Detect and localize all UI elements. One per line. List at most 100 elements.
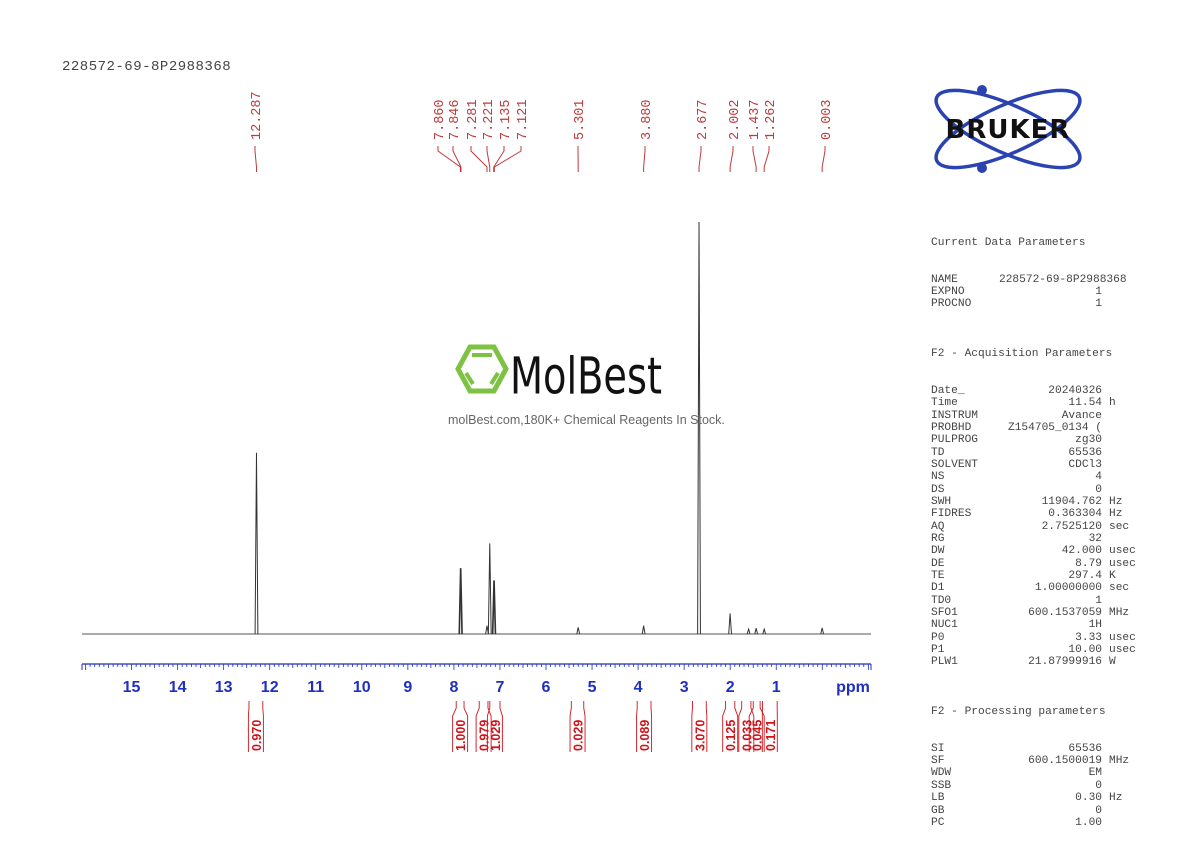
param-key: NS [931,471,945,484]
param-unit: Hz [1109,495,1123,508]
param-value: 11904.762 [1041,495,1102,508]
param-row: FIDRES 0.363304 Hz [931,508,1136,520]
svg-text:1.000: 1.000 [454,720,468,751]
param-unit: K [1109,569,1116,582]
svg-text:5: 5 [588,679,597,696]
param-key: SF [931,755,945,768]
param-value: 228572-69-8P2988368 [999,273,1127,286]
param-row: SF 600.1500019 MHz [931,755,1136,767]
svg-text:3.070: 3.070 [693,720,707,751]
param-key: P1 [931,644,945,657]
param-unit [1102,385,1109,397]
param-row: Date_ 20240326 [931,385,1136,397]
svg-text:10: 10 [353,679,371,696]
params-proc-rows: SI 65536 SF 600.1500019 MHz WDW EM SSB 0 LB 0.30 Hz… [931,743,1136,829]
param-unit: usec [1109,545,1136,558]
param-value: 0.363304 [1048,508,1102,521]
param-value: 1H [1088,619,1102,632]
param-key: Time [931,397,958,410]
param-unit [1102,533,1109,545]
param-unit [1102,484,1109,496]
param-row: DS 0 [931,484,1136,496]
param-row: GB 0 [931,805,1136,817]
spectrum-title: 228572-69-8P2988368 [62,59,232,75]
param-value: 65536 [1068,742,1102,755]
param-key: PROBHD [931,421,972,434]
param-key: NUC1 [931,619,958,632]
svg-text:7.281: 7.281 [466,99,481,140]
param-unit [1102,817,1109,829]
param-value: 0 [1095,804,1102,817]
param-value: 297.4 [1068,569,1102,582]
param-value: 65536 [1068,446,1102,459]
svg-text:0.029: 0.029 [572,720,586,751]
param-key: FIDRES [931,508,972,521]
param-unit [1102,619,1109,631]
spectrum-trace [82,221,871,635]
svg-text:0.033: 0.033 [740,720,754,751]
param-key: AQ [931,520,945,533]
ppm-axis: 15 14 13 12 11 10 9 8 7 6 5 4 3 2 1 ppm [81,663,872,696]
param-row: PROCNO 1 [931,298,1136,310]
param-row: PROBHD Z154705_0134 ( [931,422,1136,434]
param-key: PLW1 [931,656,958,669]
param-key: Date_ [931,384,965,397]
param-row: TE 297.4 K [931,570,1136,582]
svg-text:7.846: 7.846 [448,99,463,140]
param-value: 32 [1088,532,1102,545]
param-key: SWH [931,495,952,508]
svg-text:3: 3 [680,679,689,696]
param-value: 21.87999916 [1028,656,1102,669]
param-row: SWH 11904.762 Hz [931,496,1136,508]
param-value: 1.00000000 [1034,582,1102,595]
param-row: TD0 1 [931,595,1136,607]
svg-text:1.029: 1.029 [489,720,503,751]
param-key: DS [931,483,945,496]
param-value: 10.00 [1068,644,1102,657]
param-unit: sec [1109,582,1130,595]
param-unit [1102,447,1109,459]
param-row: NUC1 1H [931,619,1136,631]
molbest-wordmark: MolBest [510,348,662,397]
param-unit: usec [1109,631,1136,644]
param-value: Z154705_0134 ( [1008,421,1102,434]
param-unit: h [1109,397,1116,410]
param-value: 2.7525120 [1041,520,1102,533]
svg-text:7.121: 7.121 [516,99,531,140]
param-unit: W [1109,656,1116,669]
params-acq-rows: Date_ 20240326 Time 11.54 h INSTRUM Avance PROB… [931,385,1136,669]
param-unit: MHz [1109,607,1130,619]
bruker-logo: BRUKER [934,85,1082,173]
peak-labels: 12.287 7.860 7.846 7.281 7.221 7.135 7.121 5.30… [250,91,835,172]
param-unit [1102,434,1109,446]
param-key: P0 [931,631,945,644]
param-key: DE [931,557,945,570]
param-unit: Hz [1109,792,1123,805]
param-unit [1102,743,1109,755]
param-value: zg30 [1075,434,1102,447]
svg-text:1.437: 1.437 [748,99,763,140]
param-key: SSB [931,779,952,792]
param-row: DE 8.79 usec [931,558,1136,570]
svg-text:7.221: 7.221 [482,99,497,140]
param-unit [1102,595,1109,607]
param-row: EXPNO 1 [931,286,1136,298]
param-value: 42.000 [1061,545,1102,558]
svg-text:0.003: 0.003 [820,99,835,140]
svg-text:0.125: 0.125 [724,720,738,751]
svg-text:7: 7 [495,679,504,696]
svg-text:0.970: 0.970 [250,720,264,751]
param-unit [1102,422,1109,434]
param-unit: usec [1109,557,1136,570]
svg-text:0.171: 0.171 [764,720,778,751]
svg-text:4: 4 [634,679,643,696]
params-current-heading: Current Data Parameters [931,236,1086,249]
param-value: CDCl3 [1068,458,1102,471]
param-unit [1102,286,1109,298]
molbest-tagline: molBest.com,180K+ Chemical Reagents In S… [448,413,725,427]
param-row: TD 65536 [931,447,1136,459]
param-key: EXPNO [931,286,965,299]
param-key: D1 [931,582,945,595]
param-row: D1 1.00000000 sec [931,582,1136,594]
